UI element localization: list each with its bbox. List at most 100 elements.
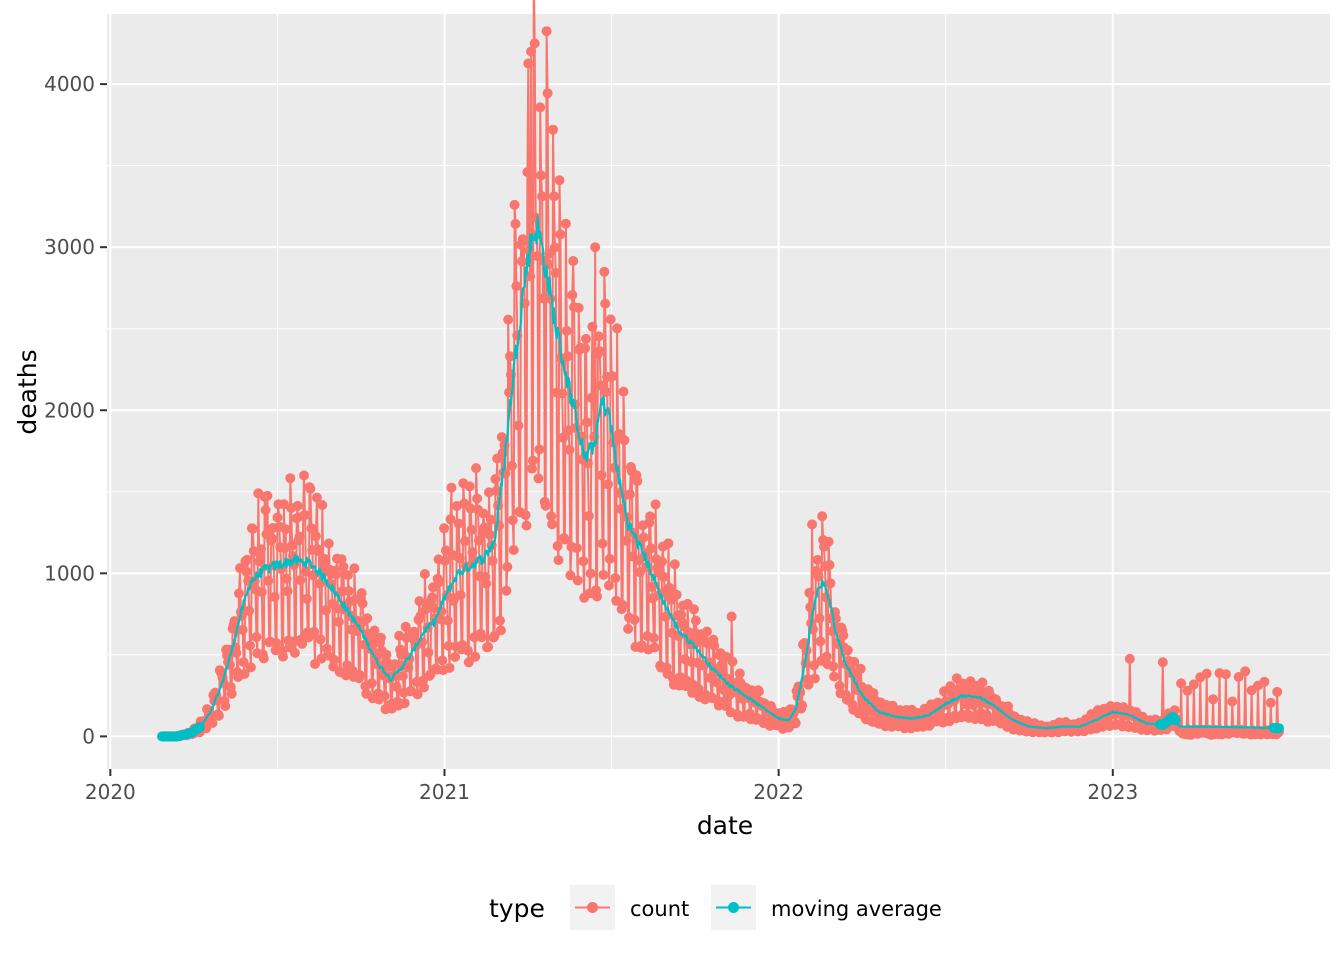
count-point bbox=[693, 683, 704, 694]
count-point bbox=[1220, 669, 1231, 680]
count-point bbox=[241, 566, 252, 577]
count-point bbox=[734, 668, 745, 679]
count-point bbox=[267, 533, 277, 544]
count-point bbox=[617, 599, 628, 610]
x-tick-label: 2021 bbox=[419, 780, 470, 804]
count-point bbox=[527, 463, 537, 474]
count-point bbox=[589, 431, 600, 442]
grid-major bbox=[107, 14, 1330, 769]
legend-item-moving-average[interactable]: moving average bbox=[711, 885, 942, 930]
count-point bbox=[726, 611, 737, 622]
count-point bbox=[585, 568, 596, 579]
count-point bbox=[814, 613, 825, 624]
count-point bbox=[624, 489, 635, 500]
count-point bbox=[1124, 653, 1135, 664]
count-point bbox=[485, 514, 496, 525]
count-point bbox=[226, 688, 237, 699]
count-point bbox=[434, 576, 445, 587]
count-point bbox=[530, 212, 541, 223]
count-point bbox=[807, 519, 818, 530]
count-point bbox=[523, 58, 534, 69]
count-point bbox=[245, 662, 256, 673]
count-point bbox=[567, 290, 578, 300]
count-point bbox=[588, 392, 599, 403]
count-point bbox=[553, 555, 564, 566]
count-point bbox=[549, 191, 559, 202]
count-point bbox=[601, 387, 612, 397]
count-point bbox=[269, 591, 280, 602]
count-point bbox=[467, 547, 478, 558]
count-point bbox=[594, 346, 605, 357]
legend-item-count[interactable]: count bbox=[570, 885, 689, 930]
count-point bbox=[311, 492, 322, 503]
count-point bbox=[540, 500, 551, 511]
count-point bbox=[239, 668, 250, 679]
x-axis: 2020 2021 2022 2023 bbox=[85, 769, 1138, 804]
count-point bbox=[511, 281, 522, 292]
count-point bbox=[256, 544, 266, 555]
count-point bbox=[282, 586, 293, 597]
count-point bbox=[557, 388, 568, 399]
count-point bbox=[671, 589, 682, 600]
count-point bbox=[547, 519, 558, 530]
count-point bbox=[552, 541, 563, 551]
count-point bbox=[460, 536, 471, 547]
count-point bbox=[571, 543, 582, 553]
count-point bbox=[834, 680, 845, 691]
count-point bbox=[242, 554, 253, 565]
count-point bbox=[400, 621, 411, 632]
count-point bbox=[607, 371, 618, 382]
count-point bbox=[490, 474, 501, 484]
count-point bbox=[598, 569, 609, 580]
count-point bbox=[582, 458, 593, 469]
count-point bbox=[804, 587, 815, 598]
count-point bbox=[615, 504, 626, 514]
moving-average-line bbox=[162, 215, 1280, 738]
count-point bbox=[618, 386, 629, 397]
count-point bbox=[301, 593, 312, 604]
count-point bbox=[658, 572, 669, 582]
count-point bbox=[379, 691, 390, 701]
count-point bbox=[444, 662, 455, 673]
count-point bbox=[238, 657, 249, 668]
x-tick-label: 2023 bbox=[1087, 780, 1138, 804]
count-point bbox=[821, 651, 832, 662]
count-point bbox=[319, 553, 330, 564]
count-point bbox=[1176, 678, 1187, 689]
count-point bbox=[538, 293, 548, 304]
count-point bbox=[445, 514, 456, 525]
count-point bbox=[727, 656, 738, 667]
count-point bbox=[207, 718, 218, 728]
count-point bbox=[397, 671, 408, 681]
count-point bbox=[529, 38, 540, 49]
count-point bbox=[1182, 685, 1193, 696]
count-point bbox=[305, 483, 316, 494]
count-point bbox=[809, 660, 819, 671]
count-point bbox=[657, 556, 667, 567]
count-point bbox=[427, 592, 438, 603]
count-point bbox=[754, 686, 764, 697]
y-axis-title: deaths bbox=[13, 349, 42, 434]
count-point bbox=[362, 613, 373, 624]
count-point bbox=[508, 545, 519, 555]
count-point bbox=[501, 585, 512, 596]
moving-average-series bbox=[157, 215, 1284, 742]
count-point bbox=[295, 575, 306, 586]
count-point bbox=[629, 614, 640, 625]
legend-label-moving-average: moving average bbox=[771, 897, 942, 921]
count-point bbox=[487, 555, 498, 566]
y-tick-label: 4000 bbox=[44, 72, 95, 96]
count-point bbox=[849, 656, 860, 667]
count-point bbox=[437, 655, 448, 666]
count-point bbox=[565, 570, 576, 581]
count-point bbox=[824, 560, 835, 570]
count-point bbox=[1208, 694, 1219, 705]
count-point bbox=[356, 588, 367, 599]
count-point bbox=[309, 626, 320, 637]
count-point bbox=[534, 444, 545, 455]
count-point bbox=[220, 701, 231, 711]
count-point bbox=[231, 648, 242, 658]
count-point bbox=[343, 586, 354, 597]
count-point bbox=[689, 604, 699, 615]
count-point bbox=[369, 625, 380, 636]
